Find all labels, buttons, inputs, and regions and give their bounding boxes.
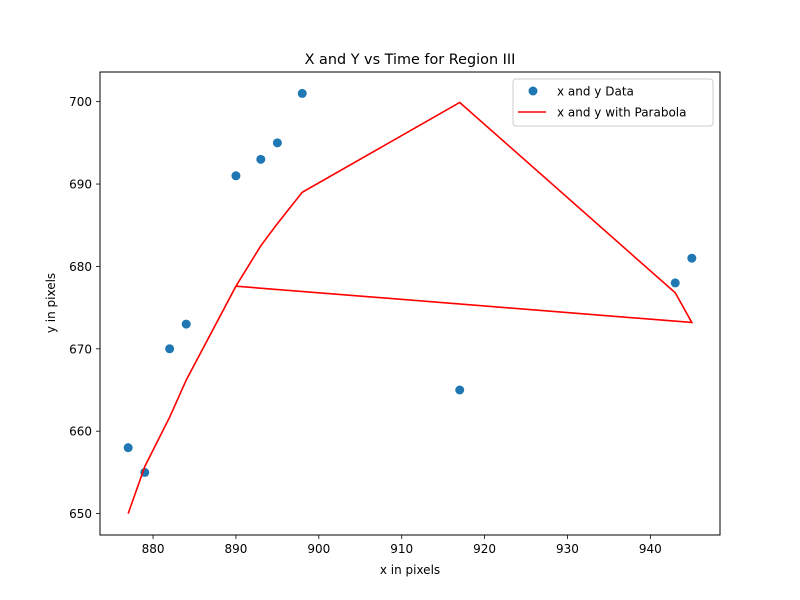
- y-tick-label: 680: [69, 260, 92, 274]
- x-tick-label: 930: [556, 542, 579, 556]
- y-tick-label: 670: [69, 342, 92, 356]
- legend: x and y Data x and y with Parabola: [512, 78, 714, 127]
- x-tick-label: 910: [390, 542, 413, 556]
- plot-area: [123, 88, 697, 514]
- y-tick-label: 700: [69, 95, 92, 109]
- data-point: [272, 138, 282, 148]
- legend-box: [512, 78, 714, 127]
- data-point: [670, 278, 680, 288]
- y-axis-label: y in pixels: [44, 273, 58, 333]
- data-point: [297, 88, 307, 98]
- y-axis-ticks: 650 660 670 680 690 700: [69, 95, 100, 521]
- x-axis-ticks: 880 890 900 910 920 930 940: [142, 535, 662, 556]
- chart-title: X and Y vs Time for Region III: [305, 52, 516, 68]
- data-point: [455, 385, 465, 395]
- legend-label: x and y with Parabola: [557, 106, 686, 120]
- legend-label: x and y Data: [557, 85, 634, 99]
- data-point: [165, 344, 175, 354]
- data-point: [123, 443, 133, 453]
- parabola-line: [127, 101, 694, 514]
- data-point: [256, 154, 266, 164]
- axes-frame: [99, 71, 721, 536]
- data-point: [687, 253, 697, 263]
- x-tick-label: 940: [639, 542, 662, 556]
- legend-marker: [528, 86, 538, 96]
- x-axis-label: x in pixels: [380, 563, 440, 577]
- y-tick-label: 690: [69, 178, 92, 192]
- x-tick-label: 920: [473, 542, 496, 556]
- x-tick-label: 890: [224, 542, 247, 556]
- data-point: [181, 319, 191, 329]
- y-tick-label: 650: [69, 507, 92, 521]
- data-point: [231, 171, 241, 181]
- x-tick-label: 880: [142, 542, 165, 556]
- x-tick-label: 900: [307, 542, 330, 556]
- y-tick-label: 660: [69, 425, 92, 439]
